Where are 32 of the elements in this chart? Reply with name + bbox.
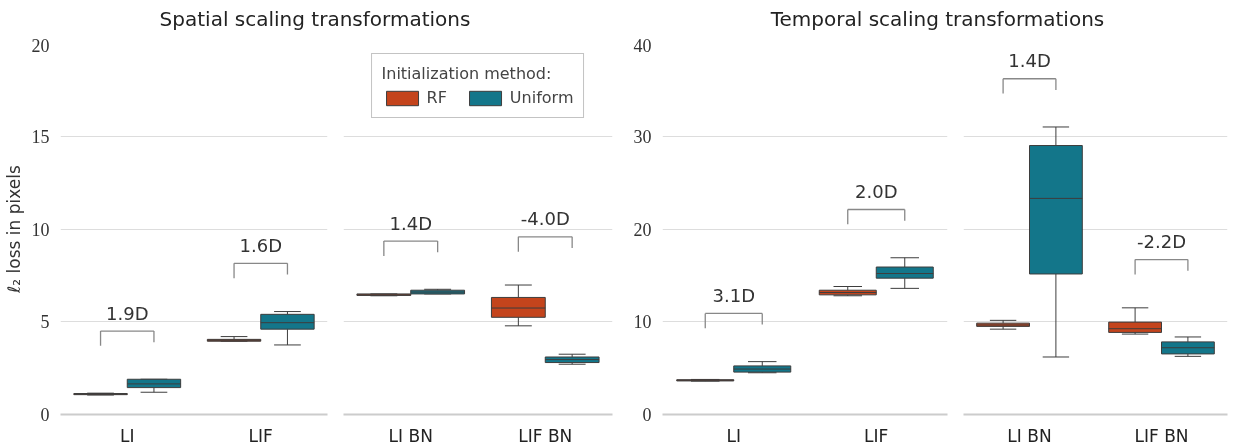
y-tick-label: 20 bbox=[31, 35, 50, 56]
y-tick-label: 10 bbox=[633, 312, 652, 333]
annotation: 1.4D bbox=[1008, 50, 1051, 72]
x-tick-label: LI BN bbox=[1007, 425, 1052, 446]
y-axis-title: ℓ₂ loss in pixels bbox=[3, 165, 24, 294]
y-tick-label: 0 bbox=[40, 405, 50, 425]
chart-title: Temporal scaling transformations bbox=[770, 6, 1105, 33]
legend-label: Uniform bbox=[509, 88, 574, 107]
x-tick-label: LIF BN bbox=[1134, 425, 1189, 446]
annotation: 2.0D bbox=[855, 181, 898, 203]
annotation: 1.9D bbox=[106, 302, 149, 324]
x-tick-label: LIF bbox=[864, 425, 889, 446]
chart-title: Spatial scaling transformations bbox=[159, 6, 471, 33]
legend-title: Initialization method: bbox=[381, 64, 553, 83]
y-tick-label: 20 bbox=[633, 219, 652, 240]
annotation: 3.1D bbox=[712, 284, 756, 306]
x-tick-label: LI bbox=[120, 425, 135, 446]
y-tick-label: 5 bbox=[40, 312, 50, 333]
annotation: -4.0D bbox=[520, 208, 570, 230]
x-tick-label: LI BN bbox=[388, 425, 433, 446]
y-tick-label: 30 bbox=[633, 126, 652, 147]
x-tick-label: LIF BN bbox=[518, 425, 573, 446]
legend-label: RF bbox=[426, 88, 447, 107]
x-tick-label: LIF bbox=[248, 425, 273, 446]
annotation: 1.6D bbox=[239, 234, 283, 256]
y-tick-label: 40 bbox=[633, 35, 652, 56]
y-tick-label: 10 bbox=[31, 219, 50, 240]
y-tick-label: 0 bbox=[642, 405, 652, 425]
x-tick-label: LI bbox=[726, 425, 742, 446]
annotation: 1.4D bbox=[389, 212, 433, 234]
annotation: -2.2D bbox=[1137, 231, 1186, 253]
y-tick-label: 15 bbox=[31, 126, 50, 147]
